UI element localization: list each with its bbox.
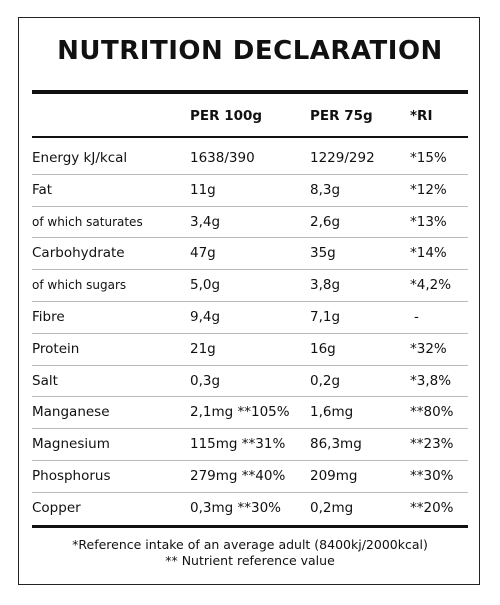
- rule: [32, 136, 468, 138]
- cell-value: 9,4g: [190, 309, 221, 325]
- row-label: Magnesium: [32, 436, 110, 453]
- column-header: PER 75g: [310, 108, 373, 124]
- row-label: Phosphorus: [32, 468, 111, 484]
- cell-value: 16g: [310, 340, 336, 357]
- row-divider: [32, 428, 468, 430]
- footnote: *Reference intake of an average adult (8…: [72, 537, 428, 552]
- title: NUTRITION DECLARATION: [57, 36, 443, 66]
- row-divider: [32, 460, 468, 461]
- row-label: Copper: [32, 499, 81, 516]
- cell-value: 35g: [310, 245, 336, 262]
- cell-value: 0,2mg: [310, 499, 354, 516]
- cell-value: 3,4g: [190, 213, 221, 230]
- cell-value: 8,3g: [310, 181, 341, 198]
- rule: [32, 90, 468, 94]
- row-label: of which saturates: [32, 214, 143, 229]
- row-label: of which sugars: [32, 278, 127, 293]
- cell-value: *14%: [410, 245, 447, 262]
- row-label: Manganese: [32, 404, 110, 421]
- cell-value: 47g: [190, 245, 216, 262]
- cell-value: 11g: [190, 181, 216, 198]
- row-divider: [32, 301, 468, 302]
- cell-value: *15%: [410, 150, 447, 166]
- cell-value: 279mg **40%: [190, 468, 286, 484]
- cell-value: 86,3mg: [310, 436, 362, 453]
- row-divider: [32, 269, 468, 271]
- cell-value: 209mg: [310, 468, 358, 484]
- cell-value: 5,0g: [190, 277, 221, 294]
- cell-value: -: [414, 309, 419, 325]
- cell-value: 0,3g: [190, 372, 221, 389]
- cell-value: 1,6mg: [310, 404, 354, 421]
- frame: [18, 17, 480, 585]
- cell-value: **80%: [410, 404, 454, 421]
- row-divider: [32, 332, 468, 334]
- cell-value: *12%: [410, 181, 447, 198]
- row-label: Salt: [32, 372, 58, 389]
- cell-value: 21g: [190, 340, 216, 357]
- row-label: Protein: [32, 340, 80, 357]
- row-label: Carbohydrate: [32, 245, 125, 262]
- row-divider: [32, 396, 468, 398]
- cell-value: 3,8g: [310, 277, 341, 294]
- cell-value: **20%: [410, 499, 454, 516]
- cell-value: **30%: [410, 468, 454, 484]
- cell-value: 2,6g: [310, 213, 341, 230]
- row-divider: [32, 364, 468, 366]
- column-header: PER 100g: [190, 108, 263, 124]
- row-divider: [32, 205, 468, 207]
- row-label: Energy kJ/kcal: [32, 150, 128, 166]
- cell-value: **23%: [410, 436, 454, 453]
- cell-value: 115mg **31%: [190, 436, 286, 453]
- cell-value: 0,3mg **30%: [190, 499, 281, 516]
- cell-value: *13%: [410, 213, 447, 230]
- footnote: ** Nutrient reference value: [165, 553, 335, 568]
- cell-value: 7,1g: [310, 309, 341, 325]
- cell-value: *3,8%: [410, 372, 452, 389]
- cell-value: 1638/390: [190, 150, 255, 166]
- row-divider: [32, 173, 468, 175]
- cell-value: 2,1mg **105%: [190, 404, 290, 421]
- row-divider: [32, 491, 468, 493]
- cell-value: *32%: [410, 340, 447, 357]
- rule: [32, 525, 468, 528]
- row-label: Fat: [32, 181, 53, 198]
- cell-value: 0,2g: [310, 372, 341, 389]
- cell-value: *4,2%: [410, 277, 452, 294]
- row-label: Fibre: [32, 309, 65, 325]
- column-header: *RI: [410, 108, 433, 124]
- row-divider: [32, 237, 468, 239]
- cell-value: 1229/292: [310, 150, 375, 166]
